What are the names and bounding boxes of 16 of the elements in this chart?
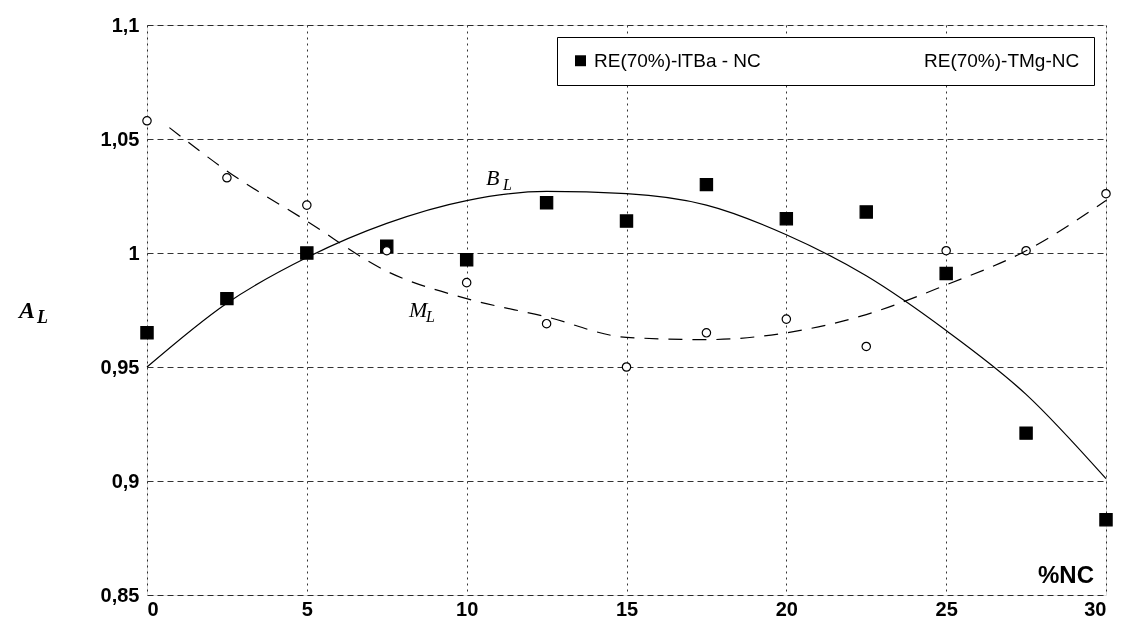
x-tick-label: 0: [147, 597, 159, 620]
x-tick-label: 25: [935, 597, 958, 620]
y-tick-label: 0,85: [100, 583, 140, 606]
x-tick-label: 5: [301, 597, 313, 620]
y-tick-label: 1,1: [111, 13, 140, 36]
y-tick-label: 0,9: [111, 469, 140, 492]
x-axis-title: %NC: [1037, 561, 1094, 588]
y-tick-label: 1: [128, 241, 140, 264]
x-tick-label: 30: [1084, 597, 1107, 620]
y-tick-label: 0,95: [100, 355, 140, 378]
legend-label: RE(70%)-lTBa - NC: [594, 49, 761, 71]
y-tick-label: 1,05: [100, 127, 140, 150]
text: RE(70%)-TMg-NC: [924, 49, 1080, 71]
x-tick-label: 20: [775, 597, 798, 620]
x-tick-label: 10: [456, 597, 479, 620]
x-tick-label: 15: [615, 597, 639, 620]
